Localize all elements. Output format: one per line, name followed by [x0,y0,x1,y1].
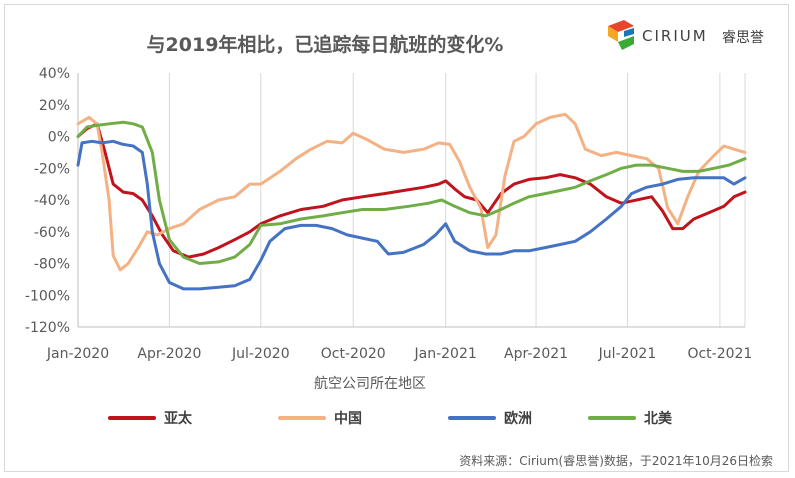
y-tick-label: 40% [39,66,70,82]
legend-swatch [448,416,496,420]
legend: 亚太 中国 欧洲 北美 [108,406,672,430]
series-line-2 [76,139,747,291]
y-tick-label: -40% [34,193,70,209]
vertical-gridlines [77,73,746,327]
y-tick-label: -80% [34,257,70,273]
legend-label: 欧洲 [504,411,532,427]
x-tick-label: Oct-2020 [321,346,386,362]
y-tick-labels: 40% 20% 0% -20% -40% -60% -80% -100% -120% [25,66,70,336]
x-tick-label: Apr-2021 [504,346,568,362]
y-tick-label: -120% [25,320,70,336]
axes [77,73,745,328]
y-tick-label: -60% [34,225,70,241]
series-line-0 [76,122,747,259]
y-tick-label: 0% [48,130,70,146]
x-axis-title: 航空公司所在地区 [314,376,426,392]
legend-swatch [108,416,156,420]
legend-swatch [588,416,636,420]
y-tick-label: -100% [25,288,70,304]
chart-title: 与2019年相比，已追踪每日航班的变化% [146,34,504,56]
series-line-3 [76,120,747,265]
logo-chinese-name: 睿思誉 [722,30,764,46]
legend-label: 中国 [334,411,362,427]
source-note: 资料来源：Cirium(睿思誉)数据，于2021年10月26日检索 [459,454,773,468]
x-tick-labels: Jan-2020 Apr-2020 Jul-2020 Oct-2020 Jan-2021… [46,346,752,362]
cirium-logo: CIRIUM 睿思誉 [604,18,779,52]
y-tick-label: 20% [39,98,70,114]
cirium-logo-icon [608,20,634,50]
legend-label: 北美 [644,411,672,427]
x-tick-label: Jan-2020 [46,346,109,362]
x-tick-label: Jan-2021 [414,346,477,362]
x-tick-label: Oct-2021 [687,346,752,362]
legend-label: 亚太 [164,411,192,427]
x-tick-label: Jul-2021 [598,346,657,362]
chart-frame [4,4,789,472]
x-tick-label: Jul-2020 [231,346,290,362]
x-tick-label: Apr-2020 [137,346,201,362]
y-tick-label: -20% [34,161,70,177]
series-line-1 [76,112,747,272]
legend-swatch [278,416,326,420]
logo-wordmark: CIRIUM [642,27,708,45]
series-lines [76,112,747,291]
